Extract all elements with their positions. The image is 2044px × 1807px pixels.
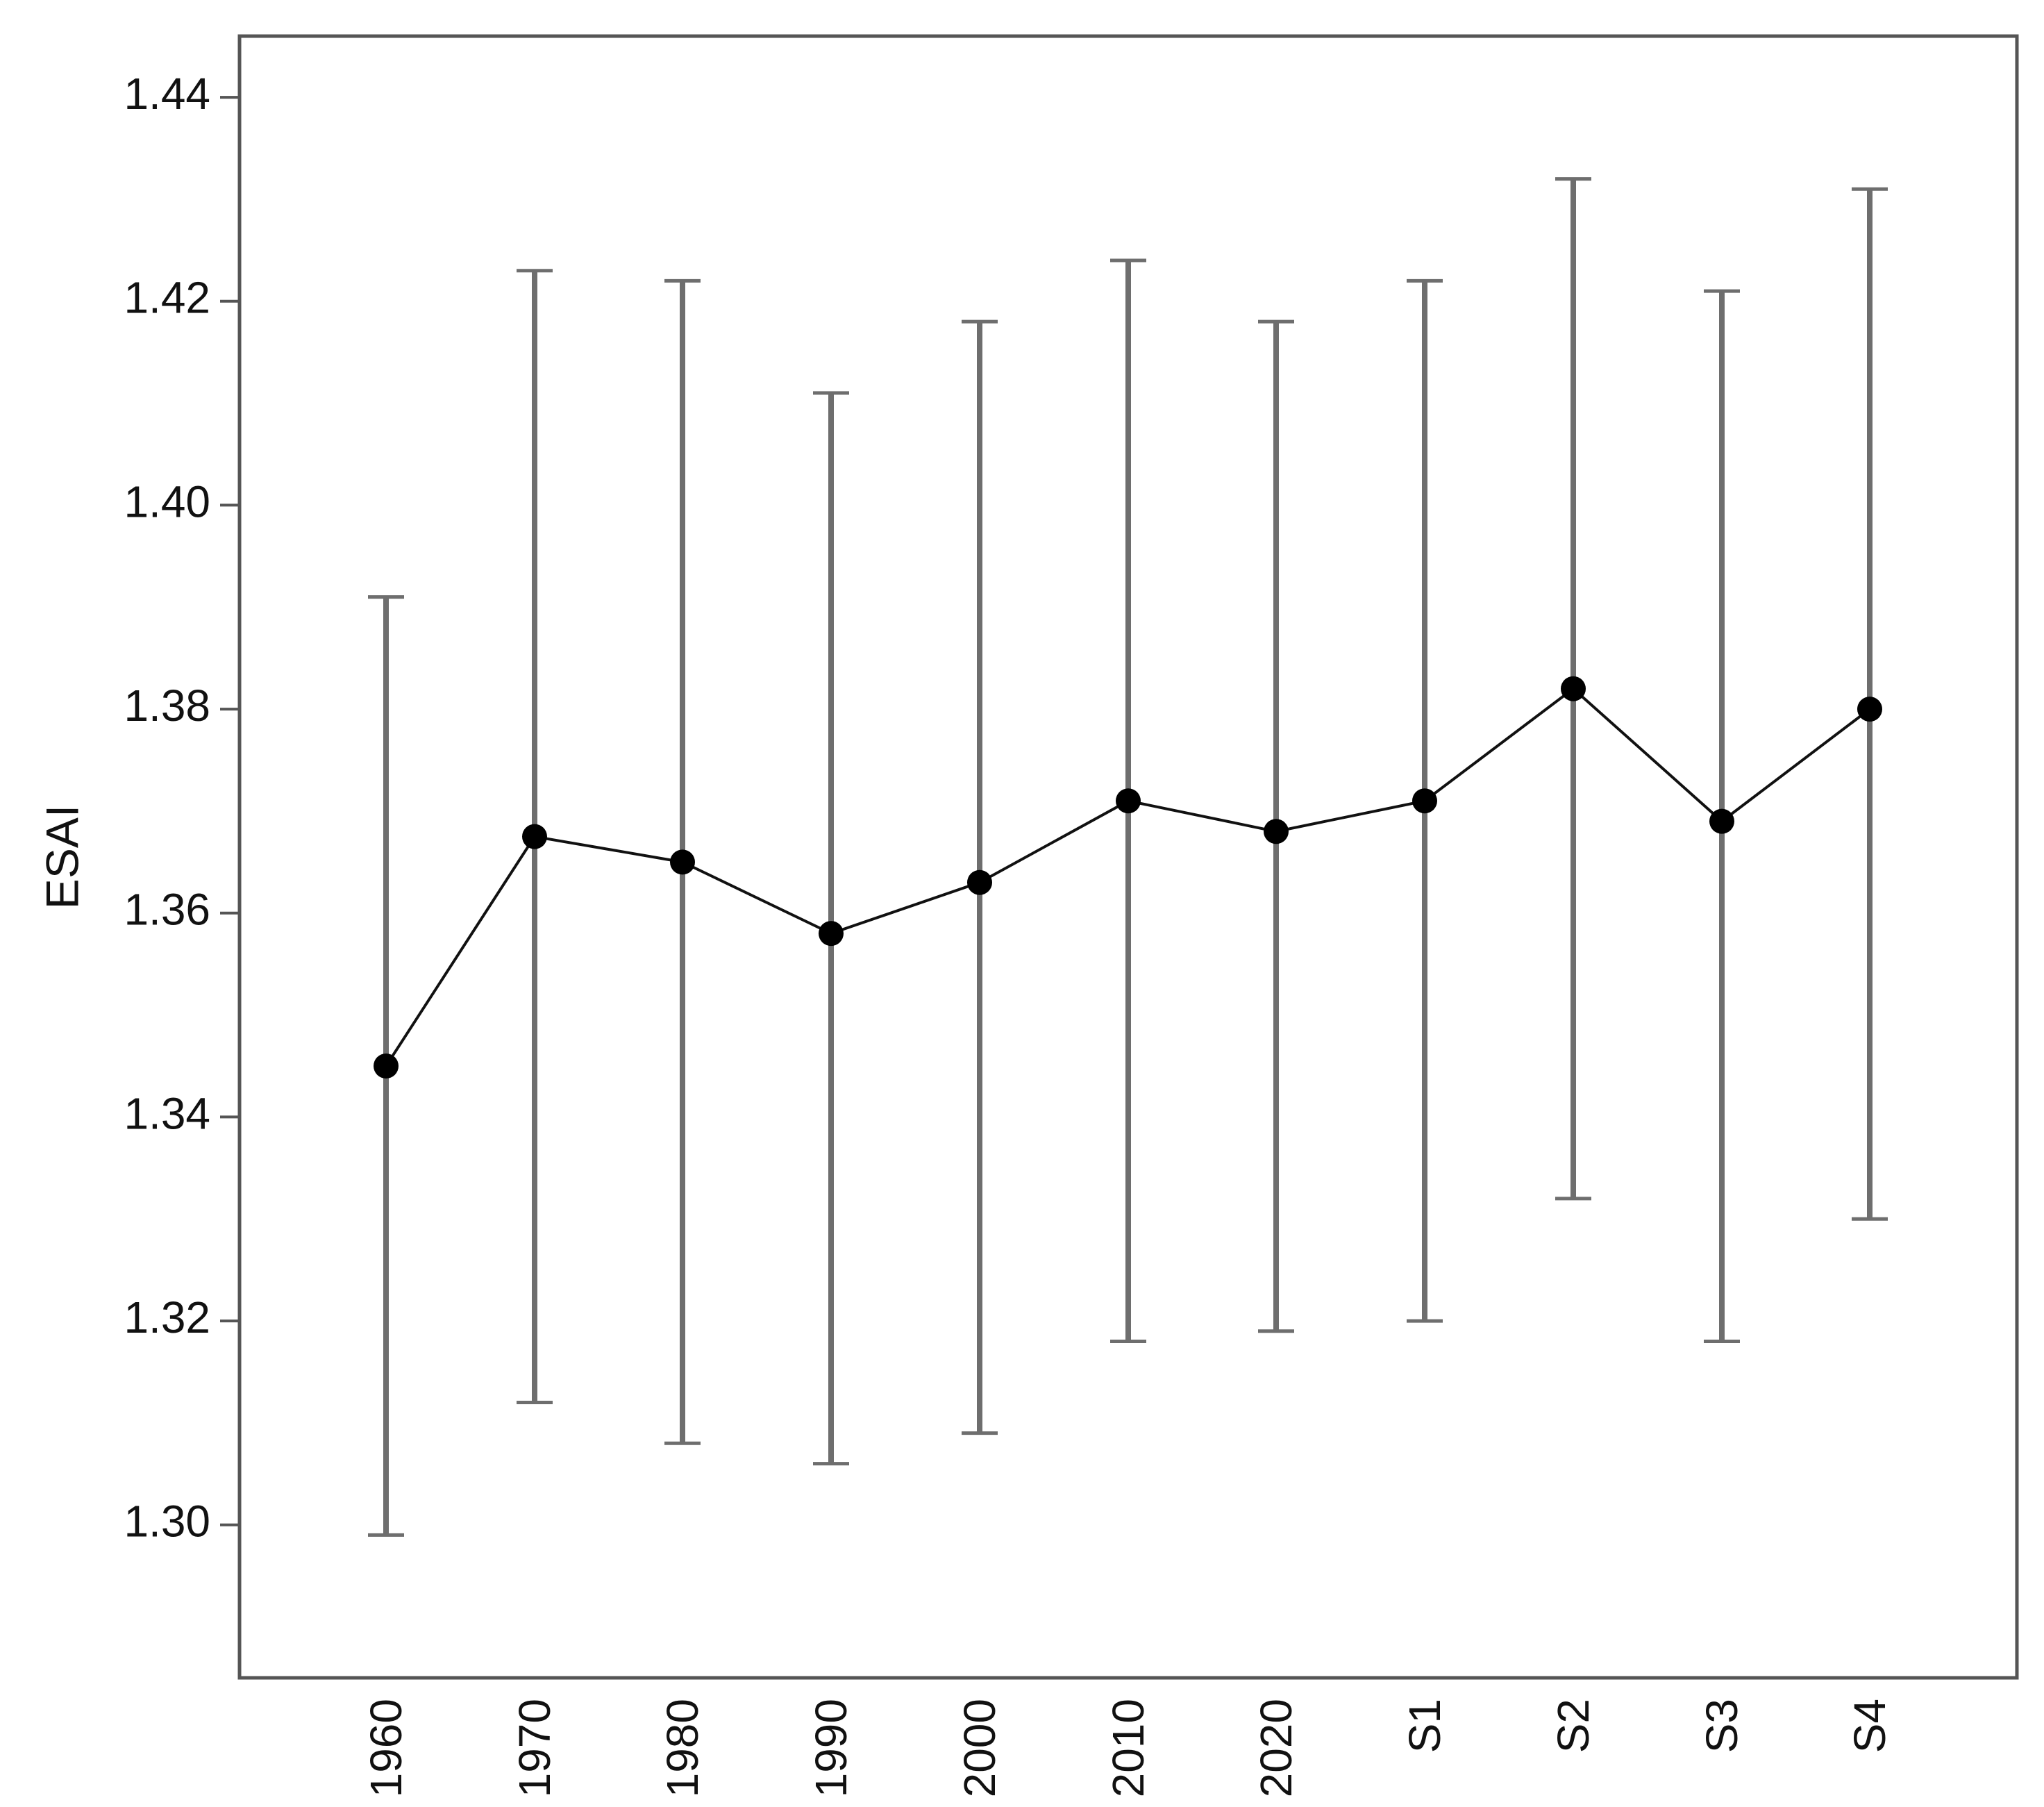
- data-point: [670, 849, 695, 875]
- data-point: [1264, 819, 1289, 844]
- x-tick-label: 1970: [510, 1699, 560, 1797]
- data-point: [1709, 808, 1734, 834]
- x-tick-label: 1990: [806, 1699, 856, 1797]
- data-points: [374, 676, 1882, 1079]
- x-tick-label: 2020: [1251, 1699, 1301, 1797]
- y-tick-label: 1.44: [124, 69, 210, 119]
- y-axis-ticks: 1.30 1.32 1.34 1.36 1.38 1.40 1.42 1.44: [124, 69, 240, 1547]
- data-point: [1116, 788, 1141, 814]
- plot-frame: [237, 34, 2019, 1680]
- y-tick-label: 1.30: [124, 1497, 210, 1547]
- y-tick-label: 1.36: [124, 885, 210, 935]
- data-point: [1412, 788, 1437, 814]
- x-tick-label: S4: [1845, 1699, 1895, 1753]
- x-tick-label: S3: [1697, 1699, 1747, 1753]
- x-axis-ticks: 1960 1970 1980 1990 2000 2010 2020 S1 S2 S3 S4: [361, 1699, 1895, 1797]
- x-tick-label: 1980: [657, 1699, 707, 1797]
- y-tick-label: 1.34: [124, 1088, 210, 1138]
- y-tick-label: 1.38: [124, 681, 210, 731]
- data-point: [374, 1054, 399, 1079]
- x-tick-label: S1: [1400, 1699, 1450, 1753]
- data-point: [967, 869, 992, 895]
- data-point: [1561, 676, 1586, 701]
- error-bars: [368, 177, 1888, 1537]
- y-axis-label: ESAI: [36, 805, 87, 909]
- x-tick-label: 2000: [955, 1699, 1005, 1797]
- x-tick-label: 2010: [1103, 1699, 1153, 1797]
- x-tick-label: S2: [1548, 1699, 1598, 1753]
- data-point: [1857, 697, 1882, 722]
- y-tick-label: 1.32: [124, 1292, 210, 1342]
- y-tick-label: 1.42: [124, 273, 210, 323]
- x-tick-label: 1960: [361, 1699, 411, 1797]
- y-tick-label: 1.40: [124, 476, 210, 526]
- data-point: [522, 824, 547, 849]
- data-point: [819, 921, 844, 947]
